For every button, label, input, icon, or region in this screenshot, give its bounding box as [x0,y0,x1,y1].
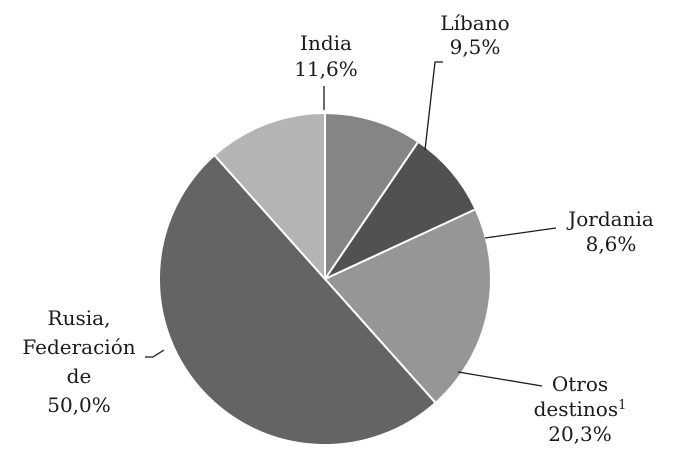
pie-slice-libano [324,111,420,283]
slice-label-jordania: Jordania 8,6% [566,207,654,256]
slice-value-jordania: 8,6% [586,232,637,256]
slice-name-otros-destinos: Otros [552,372,608,396]
leader-lines [145,61,557,387]
slice-value-india: 11,6% [294,57,358,81]
slice-value-otros-destinos: 20,3% [548,422,612,446]
pie-slices [158,111,492,446]
leader-line-rusia [145,349,165,358]
leader-line-otros-destinos [457,371,543,387]
slice-label-rusia: Rusia, Federación de 50,0% [22,306,135,417]
slice-name-india: India [300,31,352,55]
slice-name-rusia: Federación [22,335,135,359]
leader-line-libano [424,61,443,151]
footnote-marker: 1 [618,398,626,413]
pie-slice-otros-destinos [323,207,492,405]
pie-slice-india [213,111,326,282]
slice-label-libano: Líbano 9,5% [440,11,509,59]
slice-name-rusia: Rusia, [48,306,111,330]
slice-name-libano: Líbano [440,11,509,35]
slice-name-rusia: de [67,364,92,388]
slice-label-india: India 11,6% [294,31,358,81]
slice-label-otros-destinos: Otros destinos1 20,3% [534,372,627,446]
slice-value-rusia: 50,0% [47,393,111,417]
slice-name-jordania: Jordania [566,207,654,231]
pie-slice-jordania [322,140,477,282]
leader-line-jordania [484,227,557,239]
pie-slice-rusia [158,153,437,446]
slice-labels: Líbano 9,5% Jordania 8,6% Otros destinos1 20,3… [22,11,653,446]
slice-value-libano: 9,5% [450,35,501,59]
slice-name-otros-destinos: destinos1 [534,397,627,421]
